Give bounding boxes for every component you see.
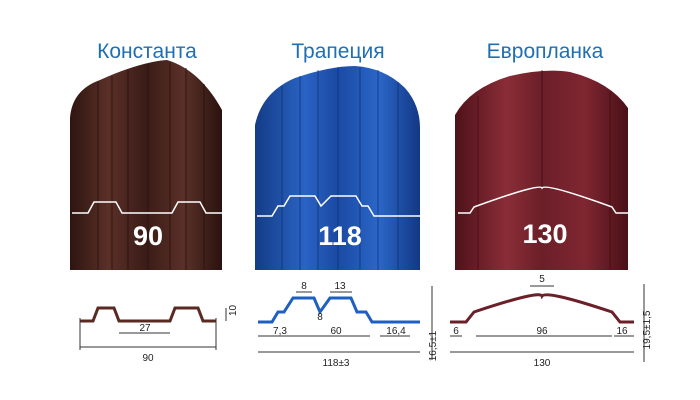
title-trapeciya: Трапеция (291, 40, 385, 63)
dimension-label: 8 (301, 281, 307, 292)
dimension-label: 5 (539, 274, 545, 285)
dimension-label: 90 (142, 353, 154, 364)
title-evroplanka: Европланка (486, 40, 604, 63)
dimension-label: 16,5±1 (428, 330, 439, 361)
title-konstanta: Константа (97, 40, 197, 63)
dimension-label: 16 (616, 326, 628, 337)
dimension-label: 6 (453, 326, 459, 337)
profile-diagram-trapeciya (258, 286, 433, 360)
dimension-label: 27 (139, 323, 151, 334)
dimension-label: 118±3 (323, 358, 350, 369)
panel-trapeciya: 118 (255, 66, 420, 270)
panel-evroplanka: 130 (455, 70, 628, 271)
dimension-label: 19,5±1,5 (642, 310, 653, 349)
dimension-label: 96 (536, 326, 548, 337)
width-label: 90 (133, 221, 163, 251)
profile-diagram-konstanta (79, 306, 227, 350)
width-label: 118 (318, 221, 362, 251)
profile-diagram-evroplanka (450, 284, 645, 362)
dimension-label: 60 (330, 326, 342, 337)
panel-konstanta: 90 (70, 60, 222, 270)
width-label: 130 (522, 219, 567, 249)
dimension-label: 7,3 (273, 326, 287, 337)
dimension-label: 8 (317, 312, 323, 323)
dimension-label: 10 (228, 304, 239, 316)
dimension-label: 13 (334, 281, 346, 292)
dimension-label: 16,4 (386, 326, 406, 337)
dimension-label: 130 (534, 358, 551, 369)
